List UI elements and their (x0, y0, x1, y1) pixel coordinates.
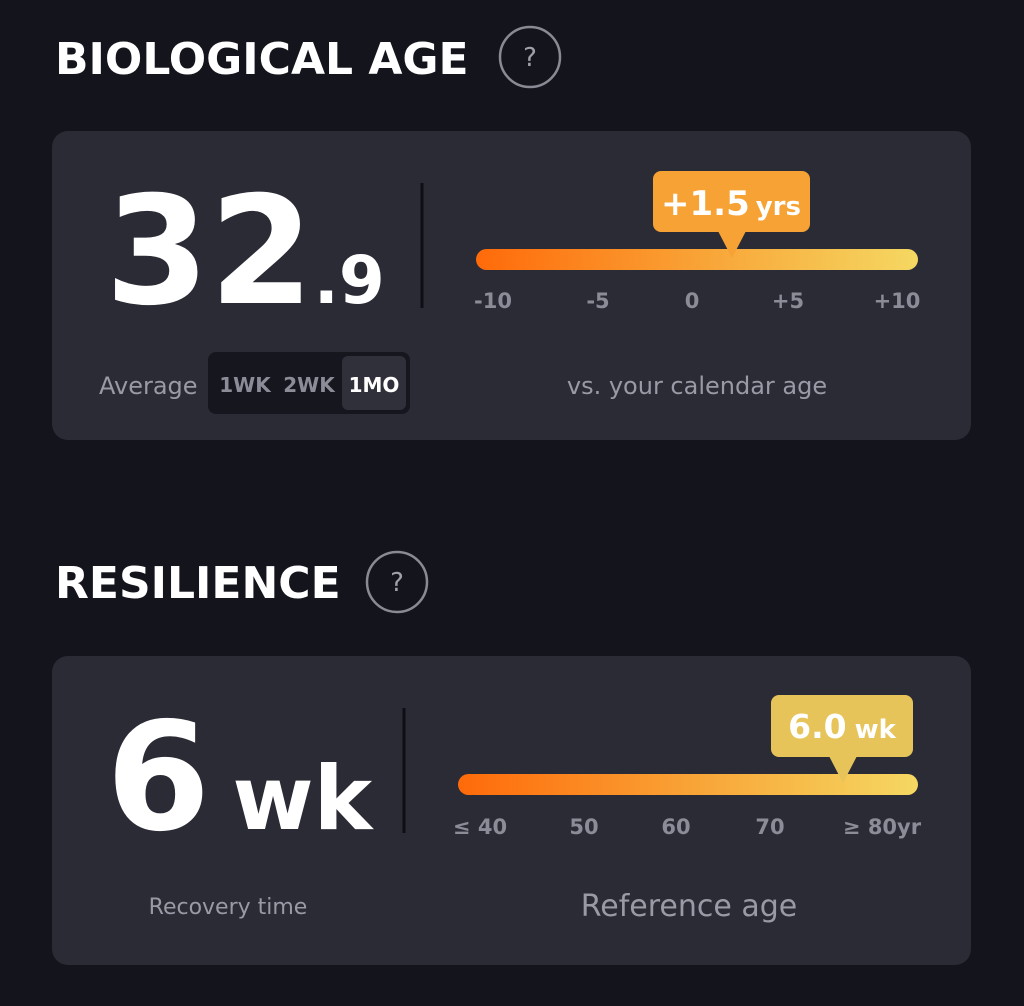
gauge-bar (458, 774, 918, 795)
tooltip-text: 6.0 wk (788, 707, 896, 746)
tooltip (771, 695, 913, 757)
scale: -10 -5 0 +5 +10 (474, 289, 920, 313)
scale-label: 70 (755, 815, 784, 839)
help-button[interactable]: ? (498, 25, 562, 89)
caption: Reference age (581, 889, 798, 924)
main-value: 32.9 (105, 165, 385, 339)
period-selected (342, 356, 406, 410)
card (52, 656, 971, 965)
gauge-bar (476, 249, 918, 270)
main-value: 6 wk (106, 691, 375, 865)
value: 6 (106, 691, 210, 865)
marker-unit: wk (855, 715, 897, 745)
value-label: Recovery time (149, 895, 308, 920)
tooltip (653, 171, 810, 232)
period-option[interactable]: 2WK (283, 373, 336, 397)
tooltip-text: +1.5 yrs (661, 184, 801, 224)
delta-value: +1.5 (661, 184, 750, 224)
period-option[interactable]: 1WK (219, 373, 272, 397)
help-circle[interactable] (365, 550, 429, 614)
period-option[interactable]: 1MO (349, 373, 400, 397)
help-icon[interactable]: ? (390, 568, 404, 598)
caption: vs. your calendar age (567, 372, 827, 400)
tooltip-pointer (718, 231, 746, 258)
period-options[interactable]: 1WK 2WK 1MO (219, 373, 399, 397)
section-title: RESILIENCE (55, 558, 341, 609)
help-circle[interactable] (498, 25, 562, 89)
scale-label: 0 (685, 289, 700, 313)
average-label: Average (99, 372, 198, 400)
scale-label: -5 (586, 289, 609, 313)
scale-label: 60 (661, 815, 690, 839)
scale-label: +5 (772, 289, 804, 313)
value-whole: 32 (105, 165, 314, 339)
help-button[interactable]: ? (365, 550, 429, 614)
scale-label: ≥ 80yr (843, 815, 922, 839)
scale: ≤ 40 50 60 70 ≥ 80yr (453, 815, 922, 839)
value-decimal: .9 (314, 242, 385, 319)
scale-label: 50 (569, 815, 598, 839)
marker-value: 6.0 (788, 707, 846, 746)
delta-unit: yrs (756, 192, 801, 222)
scale-label: +10 (874, 289, 921, 313)
section-title: BIOLOGICAL AGE (55, 34, 469, 85)
help-icon[interactable]: ? (523, 43, 537, 73)
unit: wk (232, 747, 374, 850)
tooltip-pointer (829, 756, 857, 783)
scale-label: -10 (474, 289, 512, 313)
scale-label: ≤ 40 (453, 815, 507, 839)
